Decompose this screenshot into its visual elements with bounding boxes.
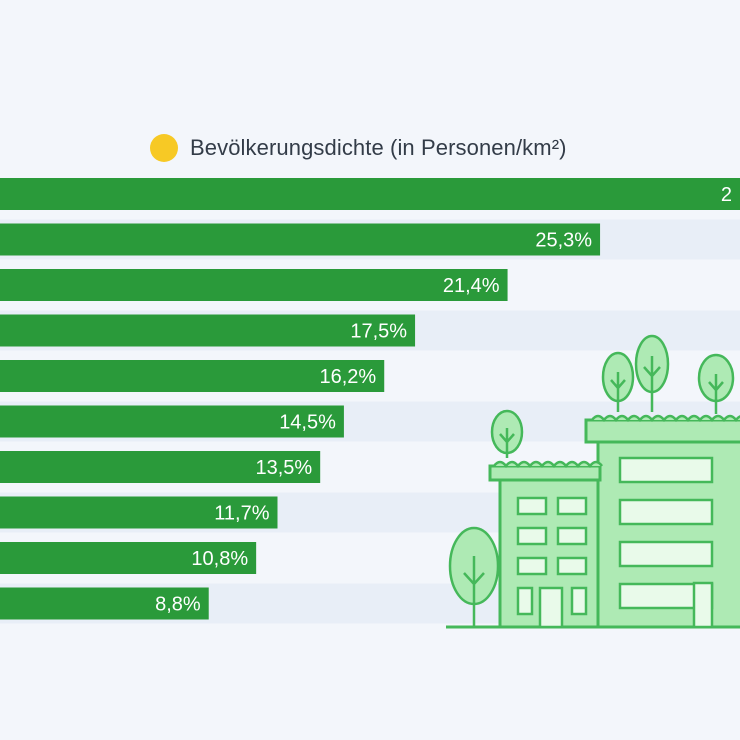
bar-label-6: 13,5% bbox=[255, 457, 312, 479]
legend-label: Bevölkerungsdichte (in Personen/km²) bbox=[190, 135, 567, 160]
bar-4 bbox=[0, 360, 385, 392]
bar-6 bbox=[0, 451, 321, 483]
bar-label-8: 10,8% bbox=[191, 548, 248, 570]
bar-1 bbox=[0, 223, 601, 256]
bar-label-0: 2 bbox=[721, 184, 732, 206]
bar-label-4: 16,2% bbox=[320, 366, 377, 388]
bar-3 bbox=[0, 314, 416, 347]
legend: Bevölkerungsdichte (in Personen/km²) bbox=[150, 134, 567, 162]
bar-5 bbox=[0, 405, 344, 438]
legend-dot-icon bbox=[150, 134, 178, 162]
bar-label-5: 14,5% bbox=[279, 412, 336, 434]
bar-0 bbox=[0, 178, 740, 210]
bar-9 bbox=[0, 587, 209, 620]
bar-label-2: 21,4% bbox=[443, 275, 500, 297]
bar-7 bbox=[0, 496, 278, 529]
bar-2 bbox=[0, 269, 508, 301]
bar-label-3: 17,5% bbox=[350, 321, 407, 343]
bar-8 bbox=[0, 542, 257, 574]
bar-label-1: 25,3% bbox=[535, 230, 592, 252]
bar-label-9: 8,8% bbox=[155, 594, 201, 616]
bar-label-7: 11,7% bbox=[214, 503, 269, 525]
